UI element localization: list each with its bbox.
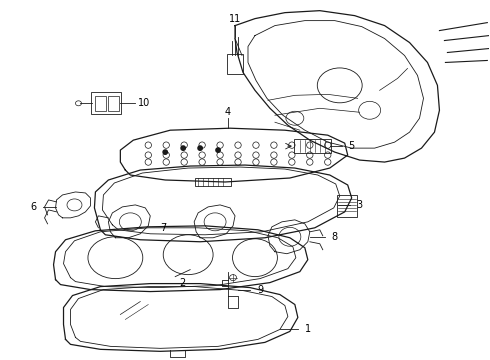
Text: 9: 9 <box>257 284 263 294</box>
Circle shape <box>198 146 202 150</box>
Circle shape <box>181 146 185 150</box>
Text: 1: 1 <box>305 324 311 334</box>
Text: 3: 3 <box>357 200 363 210</box>
Text: 11: 11 <box>229 14 241 24</box>
Text: 6: 6 <box>30 202 37 212</box>
Text: 7: 7 <box>160 223 167 233</box>
Circle shape <box>216 148 220 152</box>
Text: 10: 10 <box>138 98 150 108</box>
Text: 8: 8 <box>332 232 338 242</box>
Circle shape <box>163 150 168 154</box>
Text: 4: 4 <box>225 107 231 117</box>
Text: 2: 2 <box>179 278 185 288</box>
Text: 5: 5 <box>348 141 355 151</box>
